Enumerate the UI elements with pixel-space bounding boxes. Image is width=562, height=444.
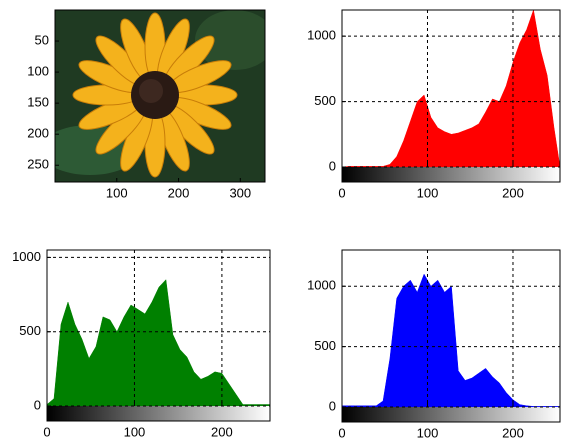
axes-box: [54, 9, 266, 183]
y-tick-label: 1000: [307, 28, 336, 43]
axes-box: [341, 249, 561, 423]
y-tick-label: 0: [329, 158, 336, 173]
flower-image: [55, 10, 265, 182]
y-tick-label: 50: [35, 32, 49, 47]
colorbar: [47, 406, 270, 421]
x-tick-label: 200: [211, 424, 233, 439]
x-tick-label: 200: [502, 185, 524, 200]
x-tick-label: 0: [43, 424, 50, 439]
y-tick-label: 1000: [12, 249, 41, 264]
x-tick-label: 100: [106, 185, 128, 200]
histogram-area: [341, 9, 561, 168]
x-tick-label: 100: [417, 425, 439, 440]
y-tick-label: 500: [314, 338, 336, 353]
y-tick-label: 250: [27, 157, 49, 172]
axes-box: [46, 249, 271, 422]
y-tick-label: 150: [27, 95, 49, 110]
y-tick-label: 0: [329, 398, 336, 413]
y-tick-label: 500: [19, 323, 41, 338]
y-tick-label: 500: [314, 93, 336, 108]
x-tick-label: 100: [417, 185, 439, 200]
colorbar: [342, 407, 560, 422]
histogram-area: [341, 273, 561, 408]
axes-box: [341, 9, 561, 183]
x-tick-label: 200: [502, 425, 524, 440]
histogram-area: [46, 279, 271, 407]
y-tick-label: 100: [27, 64, 49, 79]
y-tick-label: 200: [27, 126, 49, 141]
x-tick-label: 0: [338, 185, 345, 200]
y-tick-label: 1000: [307, 278, 336, 293]
colorbar: [342, 167, 560, 182]
x-tick-label: 0: [338, 425, 345, 440]
x-tick-label: 200: [168, 185, 190, 200]
y-tick-label: 0: [34, 397, 41, 412]
x-tick-label: 300: [229, 185, 251, 200]
x-tick-label: 100: [124, 424, 146, 439]
